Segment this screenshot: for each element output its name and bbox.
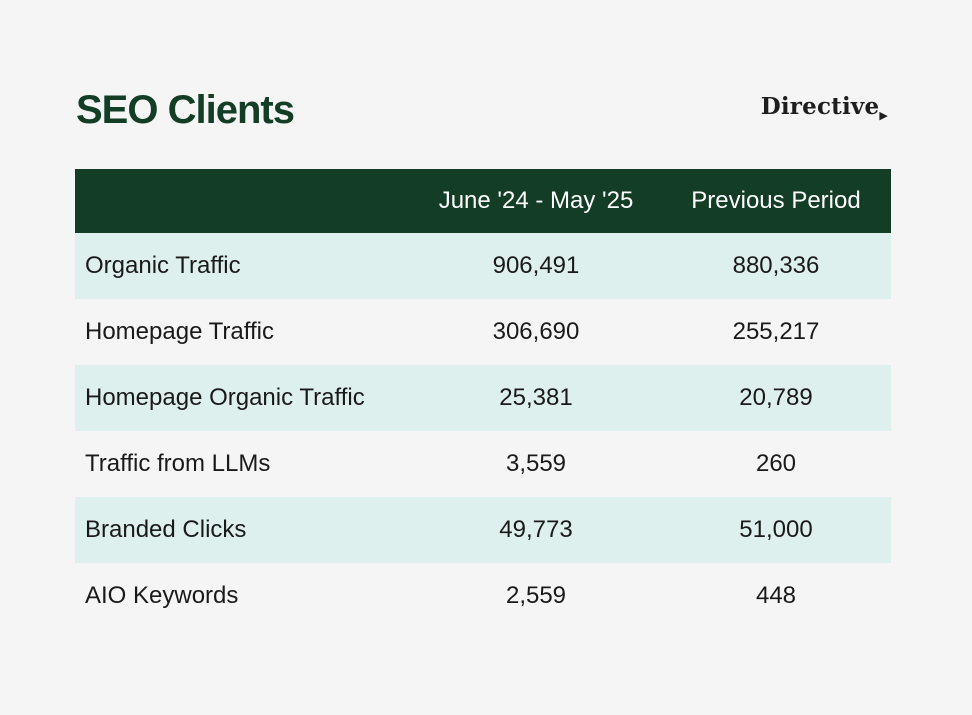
current-value: 25,381 bbox=[411, 365, 661, 431]
previous-value: 51,000 bbox=[661, 497, 891, 563]
seo-metrics-table: June '24 - May '25 Previous Period Organ… bbox=[75, 169, 891, 629]
table-row: Traffic from LLMs 3,559 260 bbox=[75, 431, 891, 497]
table-row: Homepage Organic Traffic 25,381 20,789 bbox=[75, 365, 891, 431]
directive-logo: Directive▶ bbox=[761, 91, 888, 132]
previous-value: 255,217 bbox=[732, 318, 820, 345]
row-label: Organic Traffic bbox=[75, 233, 411, 299]
previous-value: 880,336 bbox=[661, 233, 891, 299]
row-label: Traffic from LLMs bbox=[85, 450, 271, 477]
row-label: AIO Keywords bbox=[85, 582, 239, 609]
row-label: Homepage Organic Traffic bbox=[75, 365, 411, 431]
current-value: 906,491 bbox=[411, 233, 661, 299]
current-value: 49,773 bbox=[411, 497, 661, 563]
current-value: 3,559 bbox=[505, 450, 567, 477]
page-title: SEO Clients bbox=[76, 88, 295, 132]
previous-value: 260 bbox=[755, 450, 797, 477]
row-label: Branded Clicks bbox=[75, 497, 411, 563]
current-value: 2,559 bbox=[505, 582, 567, 609]
column-header-metric bbox=[75, 169, 411, 233]
logo-text: Directive bbox=[760, 93, 880, 120]
table-header-row: June '24 - May '25 Previous Period bbox=[75, 169, 891, 233]
current-value: 306,690 bbox=[492, 318, 580, 345]
logo-arrow-icon: ▶ bbox=[879, 109, 888, 122]
row-label: Homepage Traffic bbox=[85, 318, 274, 345]
table-row: Homepage Traffic 306,690 255,217 bbox=[75, 299, 891, 365]
table-row: Branded Clicks 49,773 51,000 bbox=[75, 497, 891, 563]
table-row: AIO Keywords 2,559 448 bbox=[75, 563, 891, 629]
previous-value: 448 bbox=[755, 582, 797, 609]
column-header-previous-period: Previous Period bbox=[661, 169, 891, 233]
previous-value: 20,789 bbox=[661, 365, 891, 431]
column-header-current-period: June '24 - May '25 bbox=[411, 169, 661, 233]
table-row: Organic Traffic 906,491 880,336 bbox=[75, 233, 891, 299]
